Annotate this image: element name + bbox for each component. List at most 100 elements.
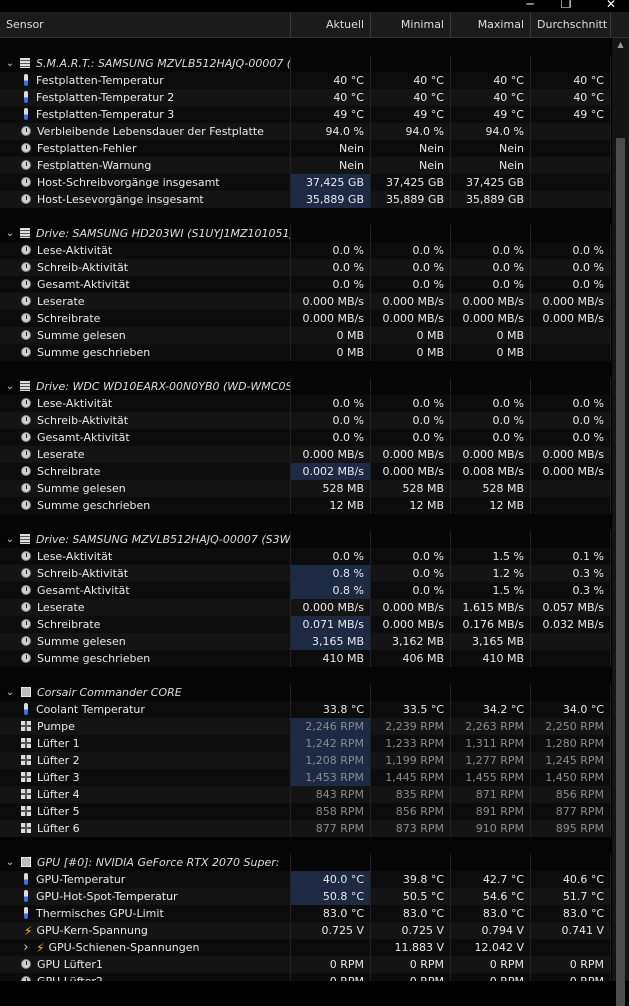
sensor-name: Lüfter 5 <box>37 805 80 818</box>
scroll-up-icon[interactable]: ▲ <box>617 40 624 49</box>
value-average <box>531 854 611 871</box>
value-minimum <box>371 378 451 395</box>
sensor-row[interactable]: Leserate 0.000 MB/s 0.000 MB/s 0.000 MB/s 0.… <box>0 293 611 310</box>
maximize-button[interactable]: ❐ <box>560 0 572 11</box>
chevron-down-icon[interactable]: ⌄ <box>5 58 15 69</box>
sensor-row[interactable]: Gesamt-Aktivität 0.0 % 0.0 % 0.0 % 0.0 % <box>0 276 611 293</box>
sensor-row[interactable]: Schreibrate 0.002 MB/s 0.000 MB/s 0.008 MB/… <box>0 463 611 480</box>
sensor-row[interactable]: Lese-Aktivität 0.0 % 0.0 % 0.0 % 0.0 % <box>0 395 611 412</box>
sensor-label: Lese-Aktivität <box>20 548 291 565</box>
sensor-row[interactable]: Summe gelesen 528 MB 528 MB 528 MB <box>0 480 611 497</box>
column-average[interactable]: Durchschnitt <box>531 12 611 37</box>
sensor-label: Leserate <box>20 599 291 616</box>
sensor-row[interactable]: Gesamt-Aktivität 0.0 % 0.0 % 0.0 % 0.0 % <box>0 429 611 446</box>
chevron-down-icon[interactable]: ⌄ <box>5 857 15 868</box>
sensor-row[interactable]: Festplatten-Fehler Nein Nein Nein <box>0 140 611 157</box>
sensor-group-row[interactable]: ⌄ Drive: SAMSUNG MZVLB512HAJQ-00007 (S3W9… <box>0 531 611 548</box>
sensor-name: Gesamt-Aktivität <box>37 431 130 444</box>
hdd-icon <box>20 381 30 391</box>
sensor-name: Lese-Aktivität <box>37 550 113 563</box>
value-average: 0.0 % <box>531 395 611 412</box>
chevron-down-icon[interactable]: ⌄ <box>5 534 15 545</box>
sensor-label: Leserate <box>20 293 291 310</box>
column-maximum[interactable]: Maximal <box>451 12 531 37</box>
chevron-down-icon[interactable]: ⌄ <box>5 381 15 392</box>
sensor-row[interactable]: Schreibrate 0.000 MB/s 0.000 MB/s 0.000 MB/… <box>0 310 611 327</box>
sensor-row[interactable]: Thermisches GPU-Limit 83.0 °C 83.0 °C 83.0 … <box>0 905 611 922</box>
sensor-row[interactable]: Summe geschrieben 410 MB 406 MB 410 MB <box>0 650 611 667</box>
value-average: 40 °C <box>531 72 611 89</box>
sensor-group-row[interactable]: ⌄ Drive: SAMSUNG HD203WI (S1UYJ1MZ101051) <box>0 225 611 242</box>
sensor-row[interactable]: Leserate 0.000 MB/s 0.000 MB/s 0.000 MB/s 0.… <box>0 446 611 463</box>
sensor-row[interactable]: Summe geschrieben 0 MB 0 MB 0 MB <box>0 344 611 361</box>
sensor-row[interactable]: GPU-Hot-Spot-Temperatur 50.8 °C 50.5 °C 54.… <box>0 888 611 905</box>
sensor-row[interactable]: GPU Lüfter1 0 RPM 0 RPM 0 RPM 0 RPM <box>0 956 611 973</box>
sensor-label: Schreibrate <box>20 310 291 327</box>
group-name: S.M.A.R.T.: SAMSUNG MZVLB512HAJQ-00007 (… <box>36 57 291 70</box>
sensor-label: Schreib-Aktivität <box>20 565 291 582</box>
chevron-down-icon[interactable]: ⌄ <box>5 228 15 239</box>
chevron-right-icon[interactable]: › <box>23 940 29 955</box>
sensor-row[interactable]: Verbleibende Lebensdauer der Festplatte 9… <box>0 123 611 140</box>
sensor-row[interactable]: Festplatten-Temperatur 40 °C 40 °C 40 °C 40 … <box>0 72 611 89</box>
sensor-row[interactable]: Summe gelesen 0 MB 0 MB 0 MB <box>0 327 611 344</box>
sensor-row[interactable]: Festplatten-Temperatur 3 49 °C 49 °C 49 °C 4… <box>0 106 611 123</box>
gauge-icon <box>21 551 31 561</box>
column-sensor[interactable]: Sensor <box>0 12 291 37</box>
sensor-row[interactable]: Lüfter 3 1,453 RPM 1,445 RPM 1,455 RPM 1,450… <box>0 769 611 786</box>
sensor-group-row[interactable]: ⌄ S.M.A.R.T.: SAMSUNG MZVLB512HAJQ-00007 … <box>0 55 611 72</box>
gauge-icon <box>21 432 31 442</box>
sensor-row[interactable]: Summe geschrieben 12 MB 12 MB 12 MB <box>0 497 611 514</box>
sensor-row[interactable]: Schreib-Aktivität 0.0 % 0.0 % 0.0 % 0.0 % <box>0 412 611 429</box>
sensor-group-row[interactable]: ⌄ Drive: WDC WD10EARX-00N0YB0 (WD-WMC0S02… <box>0 378 611 395</box>
sensor-row[interactable]: Lüfter 6 877 RPM 873 RPM 910 RPM 895 RPM <box>0 820 611 837</box>
sensor-row[interactable]: Schreibrate 0.071 MB/s 0.000 MB/s 0.176 MB/… <box>0 616 611 633</box>
value-current: 1,208 RPM <box>291 752 371 769</box>
vertical-scrollbar[interactable]: ▲ <box>612 38 629 1006</box>
column-current[interactable]: Aktuell <box>291 12 371 37</box>
sensor-row[interactable]: Coolant Temperatur 33.8 °C 33.5 °C 34.2 °C 3… <box>0 701 611 718</box>
sensor-group-row[interactable]: ⌄ GPU [#0]: NVIDIA GeForce RTX 2070 Super… <box>0 854 611 871</box>
sensor-row[interactable]: Lese-Aktivität 0.0 % 0.0 % 0.0 % 0.0 % <box>0 242 611 259</box>
sensor-name: Festplatten-Warnung <box>37 159 152 172</box>
sensor-row[interactable]: Host-Schreibvorgänge insgesamt 37,425 GB 3… <box>0 174 611 191</box>
sensor-row[interactable]: Lüfter 4 843 RPM 835 RPM 871 RPM 856 RPM <box>0 786 611 803</box>
sensor-name: Pumpe <box>37 720 75 733</box>
value-maximum: 0 RPM <box>451 956 531 973</box>
sensor-row[interactable]: Gesamt-Aktivität 0.8 % 0.0 % 1.5 % 0.3 % <box>0 582 611 599</box>
sensor-row[interactable]: Schreib-Aktivität 0.0 % 0.0 % 0.0 % 0.0 % <box>0 259 611 276</box>
sensor-row[interactable]: Lüfter 2 1,208 RPM 1,199 RPM 1,277 RPM 1,245… <box>0 752 611 769</box>
sensor-name: GPU-Temperatur <box>36 873 126 886</box>
close-button[interactable]: ✕ <box>605 0 617 11</box>
value-maximum: 35,889 GB <box>451 191 531 208</box>
column-minimum[interactable]: Minimal <box>371 12 451 37</box>
chevron-down-icon[interactable]: ⌄ <box>5 687 15 698</box>
sensor-row[interactable]: Pumpe 2,246 RPM 2,239 RPM 2,263 RPM 2,250 RP… <box>0 718 611 735</box>
sensor-group-row[interactable]: ⌄ Corsair Commander CORE <box>0 684 611 701</box>
minimize-button[interactable]: ─ <box>526 0 534 11</box>
sensor-row[interactable]: › ⚡ GPU-Schienen-Spannungen 11.883 V 12.042 … <box>0 939 611 956</box>
sensor-row[interactable]: Festplatten-Temperatur 2 40 °C 40 °C 40 °C 4… <box>0 89 611 106</box>
gauge-icon <box>21 500 31 510</box>
value-average: 0.0 % <box>531 276 611 293</box>
sensor-row[interactable]: Lüfter 5 858 RPM 856 RPM 891 RPM 877 RPM <box>0 803 611 820</box>
sensor-row[interactable]: Host-Lesevorgänge insgesamt 35,889 GB 35,8… <box>0 191 611 208</box>
sensor-row[interactable]: Lese-Aktivität 0.0 % 0.0 % 1.5 % 0.1 % <box>0 548 611 565</box>
group-name: Drive: SAMSUNG HD203WI (S1UYJ1MZ101051) <box>36 227 291 240</box>
sensor-label: Lese-Aktivität <box>20 395 291 412</box>
sensor-row[interactable]: GPU-Temperatur 40.0 °C 39.8 °C 42.7 °C 40.6 … <box>0 871 611 888</box>
value-average <box>531 497 611 514</box>
sensor-row[interactable]: Festplatten-Warnung Nein Nein Nein <box>0 157 611 174</box>
sensor-label: Gesamt-Aktivität <box>20 429 291 446</box>
sensor-row[interactable]: Lüfter 1 1,242 RPM 1,233 RPM 1,311 RPM 1,280… <box>0 735 611 752</box>
value-maximum <box>451 531 531 548</box>
sensor-row[interactable]: Summe gelesen 3,165 MB 3,162 MB 3,165 MB <box>0 633 611 650</box>
value-average: 2,250 RPM <box>531 718 611 735</box>
scrollbar-thumb[interactable] <box>616 138 625 1006</box>
value-minimum: 50.5 °C <box>371 888 451 905</box>
sensor-name: Summe geschrieben <box>37 652 151 665</box>
sensor-row[interactable]: Leserate 0.000 MB/s 0.000 MB/s 1.615 MB/s 0.… <box>0 599 611 616</box>
sensor-row[interactable]: Schreib-Aktivität 0.8 % 0.0 % 1.2 % 0.3 % <box>0 565 611 582</box>
